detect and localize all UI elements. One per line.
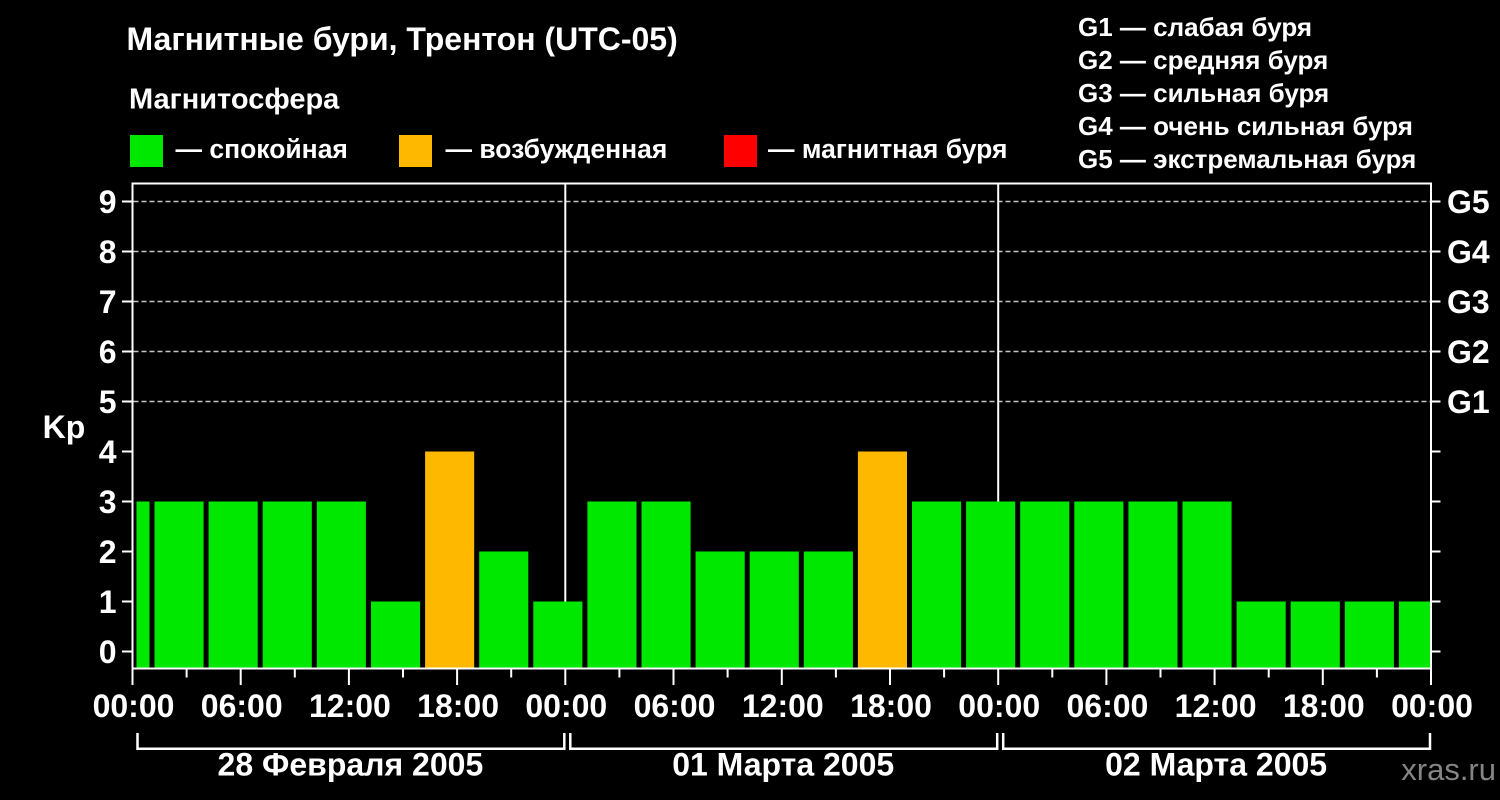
svg-text:— спокойная: — спокойная [176, 134, 348, 164]
svg-text:12:00: 12:00 [1175, 688, 1257, 724]
svg-text:G3: G3 [1447, 284, 1490, 320]
svg-text:06:00: 06:00 [634, 688, 716, 724]
svg-text:18:00: 18:00 [1283, 688, 1365, 724]
svg-text:1: 1 [99, 584, 117, 620]
svg-text:00:00: 00:00 [525, 688, 607, 724]
svg-text:G3 — сильная буря: G3 — сильная буря [1078, 78, 1329, 108]
svg-text:00:00: 00:00 [93, 688, 175, 724]
svg-text:G1 — слабая буря: G1 — слабая буря [1078, 12, 1312, 42]
svg-text:12:00: 12:00 [309, 688, 391, 724]
svg-text:Магнитные бури, Трентон (UTC-0: Магнитные бури, Трентон (UTC-05) [127, 21, 678, 57]
svg-text:6: 6 [99, 334, 117, 370]
svg-text:0: 0 [99, 634, 117, 670]
svg-text:Kp: Kp [43, 409, 86, 445]
svg-text:00:00: 00:00 [1391, 688, 1473, 724]
svg-text:8: 8 [99, 234, 117, 270]
svg-text:3: 3 [99, 484, 117, 520]
svg-text:06:00: 06:00 [1066, 688, 1148, 724]
svg-text:7: 7 [99, 284, 117, 320]
svg-text:5: 5 [99, 384, 117, 420]
svg-text:00:00: 00:00 [958, 688, 1040, 724]
svg-text:12:00: 12:00 [742, 688, 824, 724]
svg-text:06:00: 06:00 [201, 688, 283, 724]
svg-text:28 Февраля 2005: 28 Февраля 2005 [218, 747, 484, 783]
svg-text:G4 — очень сильная буря: G4 — очень сильная буря [1078, 111, 1413, 141]
svg-text:18:00: 18:00 [417, 688, 499, 724]
svg-text:02 Марта 2005: 02 Марта 2005 [1105, 747, 1327, 783]
svg-text:— возбужденная: — возбужденная [446, 134, 668, 164]
svg-text:— магнитная буря: — магнитная буря [768, 134, 1007, 164]
svg-text:01 Марта 2005: 01 Марта 2005 [672, 747, 894, 783]
svg-text:G4: G4 [1447, 234, 1490, 270]
svg-text:G5 — экстремальная буря: G5 — экстремальная буря [1078, 144, 1416, 174]
svg-text:G1: G1 [1447, 384, 1490, 420]
svg-text:Магнитосфера: Магнитосфера [129, 84, 340, 116]
svg-text:G2: G2 [1447, 334, 1490, 370]
svg-text:G5: G5 [1447, 184, 1490, 220]
svg-text:xras.ru: xras.ru [1401, 752, 1496, 787]
svg-text:4: 4 [99, 434, 117, 470]
svg-text:9: 9 [99, 184, 117, 220]
svg-text:18:00: 18:00 [850, 688, 932, 724]
svg-text:G2 — средняя буря: G2 — средняя буря [1078, 45, 1328, 75]
svg-text:2: 2 [99, 534, 117, 570]
